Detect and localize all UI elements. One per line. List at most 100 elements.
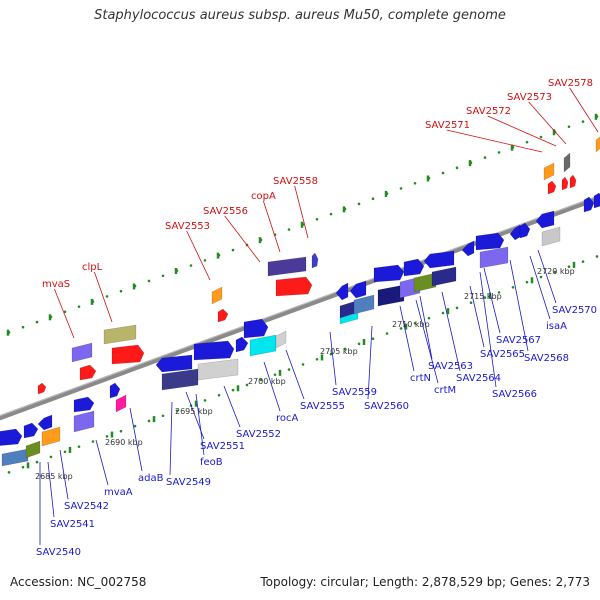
bottom-gene-label: SAV2541 [50,519,95,530]
bottom-leader-line [285,349,305,400]
scale-label: 2685 kbp [35,472,73,481]
bottom-leader-line [129,407,143,472]
track-dot [231,248,235,252]
genome-backbone [0,194,600,421]
gene-feature [211,286,223,305]
bottom-leader-line [95,439,109,486]
track-dot [133,424,137,428]
gene-feature [479,246,509,269]
bottom-leader-line [483,267,501,334]
top-leader-line [263,200,281,253]
track-dot [511,285,515,289]
top-leader-line [528,101,567,145]
track-dot [329,352,333,356]
track-dot [413,321,417,325]
track-dot [245,383,249,387]
gene-feature [311,252,319,269]
bottom-leader-line [263,361,281,412]
bottom-leader-line [399,305,415,372]
bottom-leader-line [529,255,551,320]
gene-feature [115,394,127,413]
gene-feature [275,330,287,349]
bottom-gene-label: SAV2555 [300,401,345,412]
track-dot [525,280,529,284]
top-leader-line [487,115,557,147]
track-dot [567,265,571,269]
backbone-highlight [0,194,600,417]
track-dot [371,337,375,340]
top-gene-label: SAV2556 [203,206,248,217]
bottom-gene-label: mvaA [104,487,133,498]
track-dot [581,120,585,123]
top-gene-label: SAV2573 [507,92,552,103]
track-dot [7,471,11,474]
top-leader-line [569,87,599,133]
top-gene-label: SAV2572 [466,106,511,117]
bottom-gene-label: SAV2564 [456,373,501,384]
track-dot [497,291,501,294]
bottom-gene-label: SAV2559 [332,387,377,398]
bottom-gene-label: rocA [276,413,299,424]
track-dot [539,135,543,139]
track-dot [525,140,529,144]
track-dot [217,393,221,397]
track-dot [119,429,123,433]
bottom-leader-line [469,285,485,348]
track-dot [203,259,207,262]
gene-feature [535,210,555,229]
bottom-leader-line [479,271,497,388]
gene-feature [509,224,521,241]
track-dot [203,399,207,402]
gene-feature [413,272,437,293]
bottom-gene-label: crtN [410,373,431,384]
gene-feature [243,318,269,339]
gene-feature [349,280,367,299]
track-ticks [6,113,598,469]
gene-feature [431,266,457,287]
gene-feature [475,232,505,251]
gene-feature [0,428,23,446]
track-dot [357,342,361,346]
scale-label: 2710 kbp [392,320,430,329]
gene-feature [275,276,313,297]
top-leader-line [54,288,75,339]
scale-label: 2690 kbp [105,438,143,447]
label-leader-lines [39,87,599,545]
gene-feature [235,336,249,353]
bottom-gene-label: SAV2565 [480,349,525,360]
bottom-gene-label: SAV2552 [236,429,281,440]
scale-label: 2695 kbp [175,407,213,416]
gene-feature [155,354,193,373]
track-dot [385,332,389,335]
track-dot [231,388,235,392]
track-dot [539,275,543,279]
track-dot [315,217,319,221]
top-gene-label: SAV2558 [273,176,318,187]
track-dot [399,187,403,190]
track-dot [483,296,487,299]
track-dot [427,316,431,320]
scale-label: 2720 kbp [537,267,575,276]
track-dot [147,279,151,283]
bottom-gene-label: SAV2563 [428,361,473,372]
bottom-leader-line [59,449,69,500]
gene-feature [595,136,600,153]
track-dot [343,347,347,351]
gene-feature [103,324,137,345]
gene-feature [161,368,199,391]
gene-feature [541,226,561,247]
bottom-leader-line [367,325,373,400]
track-dot [399,327,403,330]
bottom-gene-label: SAV2560 [364,401,409,412]
gene-features [0,136,600,467]
gene-feature [37,382,47,395]
track-dot [287,368,291,371]
bottom-leader-line [509,259,529,352]
track-dot [273,373,277,376]
gene-feature [193,340,235,361]
scale-label: 2715 kbp [464,292,502,301]
gene-feature [41,426,61,447]
track-dot [77,445,81,448]
